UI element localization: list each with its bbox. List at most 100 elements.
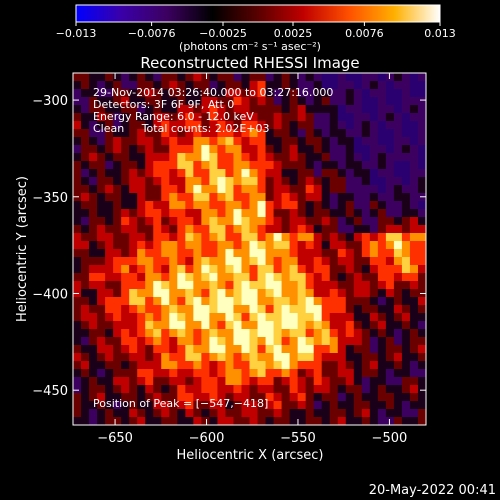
heatmap-cell xyxy=(345,385,355,394)
heatmap-cell xyxy=(217,257,227,266)
heatmap-cell xyxy=(129,401,138,410)
heatmap-cell xyxy=(393,401,403,410)
heatmap-cell xyxy=(89,81,98,90)
heatmap-cell xyxy=(81,345,90,354)
heatmap-cell xyxy=(305,169,315,178)
heatmap-cell xyxy=(281,345,291,354)
heatmap-cell xyxy=(137,393,146,402)
heatmap-cell xyxy=(281,217,291,226)
heatmap-cell xyxy=(217,201,227,210)
heatmap-cell xyxy=(385,281,395,290)
heatmap-cell xyxy=(161,81,170,90)
heatmap-cell xyxy=(345,73,355,82)
heatmap-cell xyxy=(353,185,363,194)
heatmap-cell xyxy=(257,281,267,290)
heatmap-cell xyxy=(241,281,251,290)
heatmap-cell xyxy=(97,313,106,322)
heatmap-cell xyxy=(145,345,154,354)
heatmap-cell xyxy=(273,153,283,162)
heatmap-cell xyxy=(225,369,235,378)
heatmap-cell xyxy=(153,281,162,290)
heatmap-cell xyxy=(417,201,426,210)
heatmap-cell xyxy=(257,129,267,138)
heatmap-cell xyxy=(257,89,267,98)
heatmap-cell xyxy=(169,209,178,218)
heatmap-cell xyxy=(161,97,170,106)
heatmap-cell xyxy=(113,377,122,386)
heatmap-cell xyxy=(313,321,323,330)
heatmap-cell xyxy=(297,185,307,194)
heatmap-cell xyxy=(337,233,347,242)
heatmap-cell xyxy=(385,73,395,82)
heatmap-cell xyxy=(177,377,186,386)
heatmap-cell xyxy=(337,273,347,282)
heatmap-cell xyxy=(257,329,267,338)
heatmap-cell xyxy=(281,233,291,242)
heatmap-cell xyxy=(297,377,307,386)
heatmap-cell xyxy=(193,89,202,98)
heatmap-cell xyxy=(305,241,315,250)
heatmap-cell xyxy=(249,353,259,362)
heatmap-cell xyxy=(353,297,363,306)
x-tick-label: −550 xyxy=(280,431,316,446)
heatmap-cell xyxy=(89,129,98,138)
heatmap-cell xyxy=(265,401,275,410)
heatmap-cell xyxy=(145,169,154,178)
heatmap-cell xyxy=(225,193,235,202)
heatmap-cell xyxy=(145,361,154,370)
heatmap-cell xyxy=(241,105,251,114)
heatmap-cell xyxy=(121,345,130,354)
heatmap-cell xyxy=(89,289,98,298)
heatmap-cell xyxy=(217,129,227,138)
heatmap-cell xyxy=(89,337,98,346)
heatmap-cell xyxy=(377,377,387,386)
heatmap-cell xyxy=(249,393,259,402)
heatmap-cell xyxy=(353,257,363,266)
heatmap-cell xyxy=(401,345,411,354)
heatmap-cell xyxy=(353,137,363,146)
heatmap-cell xyxy=(105,193,114,202)
heatmap-cell xyxy=(153,409,162,418)
heatmap-cell xyxy=(225,137,235,146)
heatmap-cell xyxy=(217,385,227,394)
heatmap-cell xyxy=(273,177,283,186)
heatmap-cell xyxy=(201,393,210,402)
heatmap-cell xyxy=(289,273,299,282)
heatmap-cell xyxy=(281,417,291,425)
heatmap-cell xyxy=(241,153,251,162)
heatmap-cell xyxy=(217,225,227,234)
heatmap-cell xyxy=(201,329,210,338)
heatmap-cell xyxy=(249,417,259,425)
heatmap-cell xyxy=(273,185,283,194)
heatmap-cell xyxy=(249,241,259,250)
heatmap-cell xyxy=(185,145,194,154)
heatmap-cell xyxy=(225,177,235,186)
heatmap-cell xyxy=(329,225,339,234)
heatmap-cell xyxy=(73,145,82,154)
heatmap-cell xyxy=(345,257,355,266)
heatmap-cell xyxy=(337,385,347,394)
heatmap-cell xyxy=(337,241,347,250)
heatmap-cell xyxy=(297,121,307,130)
heatmap-cell xyxy=(233,313,243,322)
heatmap-cell xyxy=(345,329,355,338)
heatmap-cell xyxy=(249,217,259,226)
heatmap-cell xyxy=(321,321,331,330)
heatmap-cell xyxy=(417,233,426,242)
heatmap-cell xyxy=(81,81,90,90)
heatmap-cell xyxy=(145,289,154,298)
heatmap-cell xyxy=(209,313,219,322)
heatmap-cell xyxy=(145,217,154,226)
colorbar-tick-label: −0.0025 xyxy=(199,27,247,40)
heatmap-cell xyxy=(353,417,363,425)
heatmap-cell xyxy=(249,321,259,330)
heatmap-cell xyxy=(329,193,339,202)
heatmap-cell xyxy=(177,201,186,210)
heatmap-cell xyxy=(217,97,227,106)
heatmap-cell xyxy=(105,73,114,82)
heatmap-cell xyxy=(73,137,82,146)
heatmap-cell xyxy=(217,313,227,322)
heatmap-cell xyxy=(201,129,210,138)
heatmap-cell xyxy=(369,209,379,218)
heatmap-cell xyxy=(297,393,307,402)
